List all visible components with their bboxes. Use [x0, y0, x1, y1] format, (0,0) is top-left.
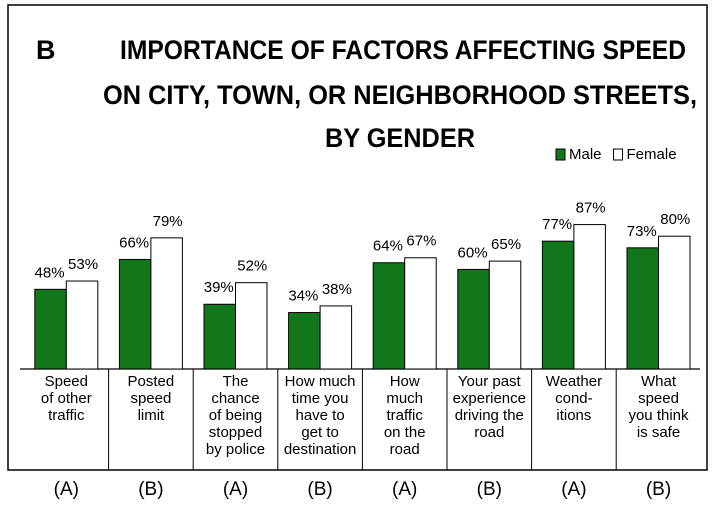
- bar: [488, 260, 522, 370]
- group-label: (B): [307, 479, 332, 500]
- data-label: 38%: [322, 281, 352, 298]
- bar: [235, 282, 268, 370]
- bar: [404, 257, 437, 370]
- x-tick-label: destination: [284, 441, 357, 458]
- bar: [457, 268, 490, 370]
- bar: [34, 288, 67, 370]
- group-label: (B): [138, 479, 163, 500]
- x-tick-label: itions: [556, 407, 591, 424]
- x-tick-label: speed: [638, 390, 679, 407]
- x-tick-label: of other: [41, 390, 92, 407]
- data-label: 53%: [68, 256, 98, 273]
- bar: [658, 235, 691, 370]
- group-label: (B): [646, 479, 671, 500]
- group-label: (A): [223, 479, 248, 500]
- legend-swatch: [555, 148, 566, 161]
- x-tick-label: of being: [209, 407, 262, 424]
- data-label: 48%: [35, 264, 65, 281]
- x-tick-label: on the: [384, 424, 426, 441]
- x-tick-label: driving the: [455, 407, 524, 424]
- bar: [319, 305, 353, 370]
- chart-title: IMPORTANCE OF FACTORS AFFECTING SPEED: [120, 35, 686, 65]
- x-tick-label: Posted: [128, 373, 175, 390]
- panel-label: B: [36, 35, 56, 65]
- x-tick-label: stopped: [209, 424, 262, 441]
- x-tick-label: Speed: [45, 373, 88, 390]
- group-label: (A): [561, 479, 586, 500]
- x-tick-label: cond-: [555, 390, 593, 407]
- x-tick-label: experience: [453, 390, 526, 407]
- data-label: 87%: [576, 200, 606, 217]
- x-tick-label: speed: [130, 390, 171, 407]
- x-tick-label: Weather: [546, 373, 602, 390]
- legend-label: Female: [627, 146, 677, 163]
- legend-label: Male: [569, 146, 602, 163]
- frame: [7, 4, 708, 471]
- bar: [573, 224, 606, 370]
- data-label: 80%: [660, 211, 690, 228]
- x-tick-label: is safe: [637, 424, 680, 441]
- bar: [541, 240, 575, 370]
- bar: [118, 258, 152, 370]
- data-label: 64%: [373, 238, 403, 255]
- x-tick-label: chance: [211, 390, 259, 407]
- x-tick-label: What: [641, 373, 677, 390]
- group-label: (B): [477, 479, 502, 500]
- x-tick-label: The: [223, 373, 249, 390]
- x-tick-label: get to: [301, 424, 339, 441]
- group-label: (A): [392, 479, 417, 500]
- x-tick-label: road: [390, 441, 420, 458]
- data-label: 39%: [204, 279, 234, 296]
- data-label: 77%: [542, 216, 572, 233]
- data-label: 52%: [237, 258, 267, 275]
- x-tick-label: much: [386, 390, 423, 407]
- x-tick-label: limit: [138, 407, 165, 424]
- chart-title: BY GENDER: [325, 123, 475, 153]
- data-label: 60%: [458, 244, 488, 261]
- bar: [372, 262, 406, 370]
- x-tick-label: you think: [628, 407, 689, 424]
- x-tick-label: How: [390, 373, 420, 390]
- x-tick-label: How much: [285, 373, 356, 390]
- chart-title: ON CITY, TOWN, OR NEIGHBORHOOD STREETS,: [103, 80, 697, 110]
- bar: [626, 247, 659, 370]
- bar: [150, 237, 183, 370]
- group-label: (A): [54, 479, 79, 500]
- legend-swatch: [613, 148, 624, 161]
- bar: [203, 303, 236, 370]
- data-label: 73%: [627, 223, 657, 240]
- x-tick-label: traffic: [48, 407, 85, 424]
- x-tick-label: traffic: [386, 407, 423, 424]
- data-label: 65%: [491, 236, 521, 253]
- data-label: 66%: [119, 234, 149, 251]
- bar: [288, 312, 321, 370]
- x-tick-label: Your past: [458, 373, 522, 390]
- data-label: 34%: [288, 288, 318, 305]
- bar: [65, 280, 99, 370]
- x-tick-label: time you: [292, 390, 349, 407]
- data-label: 79%: [153, 213, 183, 230]
- x-tick-label: have to: [295, 407, 344, 424]
- x-tick-label: road: [474, 424, 504, 441]
- data-label: 67%: [406, 233, 436, 250]
- x-tick-label: by police: [206, 441, 265, 458]
